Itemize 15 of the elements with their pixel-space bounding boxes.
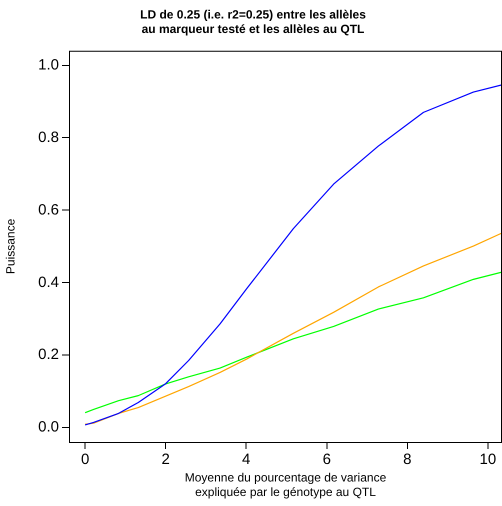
x-axis-title: Moyenne du pourcentage de variance expliquée par le génotype au QTL — [184, 470, 387, 500]
y-tick-label: 0.6 — [38, 201, 59, 218]
y-tick-label: 0.8 — [38, 128, 59, 146]
y-tick-label: 0.2 — [38, 346, 59, 364]
x-tick-label: 2 — [162, 451, 170, 468]
y-tick-label: 0.0 — [38, 418, 59, 436]
x-tick-label: 0 — [80, 451, 90, 468]
y-tick-label: 0.4 — [38, 274, 59, 291]
x-tick-label: 10 — [480, 451, 496, 468]
x-tick-label: 8 — [403, 451, 412, 468]
y-axis-title: Puissance — [4, 218, 18, 274]
chart-title: LD de 0.25 (i.e. r2=0.25) entre les allèles au marqueur testé et les allèles au QTL — [140, 8, 366, 36]
y-tick-label: 1.0 — [38, 56, 59, 74]
x-tick-label: 6 — [322, 451, 331, 468]
x-tick-label: 4 — [242, 451, 250, 468]
